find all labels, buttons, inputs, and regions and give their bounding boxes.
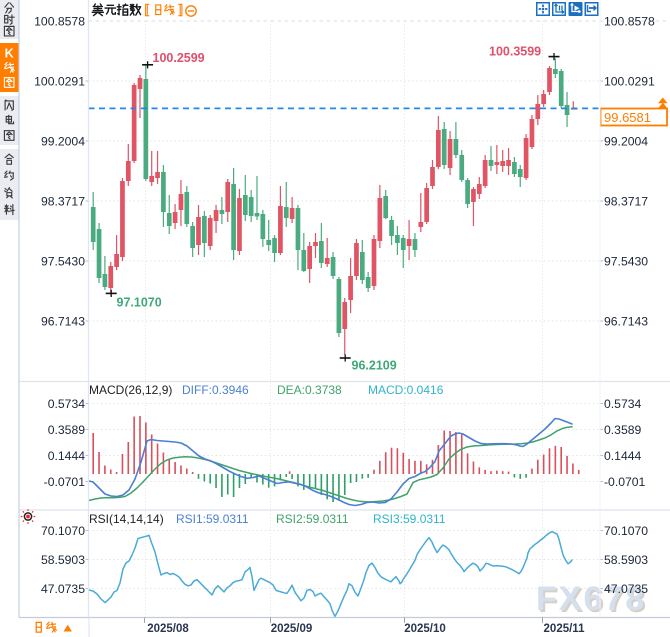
svg-text:K: K: [5, 46, 14, 60]
svg-text:0.1444: 0.1444: [48, 449, 85, 463]
svg-text:96.7143: 96.7143: [604, 315, 648, 329]
svg-text:70.1070: 70.1070: [604, 524, 648, 538]
svg-text:-0.0701: -0.0701: [604, 475, 646, 489]
svg-text:70.1070: 70.1070: [41, 524, 85, 538]
svg-text:100.2599: 100.2599: [153, 51, 205, 65]
svg-text:98.3717: 98.3717: [604, 195, 648, 209]
svg-text:100.8578: 100.8578: [34, 15, 85, 29]
svg-text:FX678: FX678: [538, 582, 648, 620]
svg-text:100.0291: 100.0291: [34, 75, 85, 89]
svg-text:MACD(26,12,9): MACD(26,12,9): [89, 383, 172, 397]
svg-text:98.3717: 98.3717: [41, 195, 85, 209]
svg-text:0.5734: 0.5734: [604, 397, 641, 411]
svg-text:FX678: FX678: [536, 580, 646, 618]
svg-text:2025/08: 2025/08: [147, 623, 189, 635]
svg-text:DIFF:0.3946: DIFF:0.3946: [182, 383, 249, 397]
svg-text:MACD:0.0416: MACD:0.0416: [368, 383, 444, 397]
svg-text:0.5734: 0.5734: [48, 397, 85, 411]
svg-text:100.3599: 100.3599: [489, 45, 541, 59]
svg-text:2025/10: 2025/10: [404, 623, 446, 635]
svg-text:0.3589: 0.3589: [604, 423, 641, 437]
svg-text:97.5430: 97.5430: [41, 255, 85, 269]
svg-text:96.2109: 96.2109: [352, 359, 397, 373]
svg-text:100.0291: 100.0291: [604, 75, 655, 89]
svg-text:58.5903: 58.5903: [41, 553, 85, 567]
svg-text:RSI1:59.0311: RSI1:59.0311: [176, 512, 249, 526]
svg-text:-0.0701: -0.0701: [44, 475, 86, 489]
svg-text:97.1070: 97.1070: [117, 296, 162, 310]
svg-text:RSI3:59.0311: RSI3:59.0311: [373, 512, 446, 526]
svg-text:100.8578: 100.8578: [604, 15, 655, 29]
svg-text:2025/11: 2025/11: [544, 623, 586, 635]
svg-text:RSI2:59.0311: RSI2:59.0311: [276, 512, 349, 526]
svg-text:47.0735: 47.0735: [604, 582, 648, 596]
svg-text:0.3589: 0.3589: [48, 423, 85, 437]
svg-text:DEA:0.3738: DEA:0.3738: [277, 383, 342, 397]
svg-text:96.7143: 96.7143: [41, 315, 85, 329]
svg-text:0.1444: 0.1444: [604, 449, 641, 463]
svg-text:99.2004: 99.2004: [41, 135, 85, 149]
svg-text:99.6581: 99.6581: [604, 110, 651, 125]
svg-text:97.5430: 97.5430: [604, 255, 648, 269]
svg-text:47.0735: 47.0735: [41, 582, 85, 596]
svg-text:RSI(14,14,14): RSI(14,14,14): [89, 512, 164, 526]
svg-text:99.2004: 99.2004: [604, 135, 648, 149]
svg-text:58.5903: 58.5903: [604, 553, 648, 567]
svg-text:2025/09: 2025/09: [271, 623, 313, 635]
